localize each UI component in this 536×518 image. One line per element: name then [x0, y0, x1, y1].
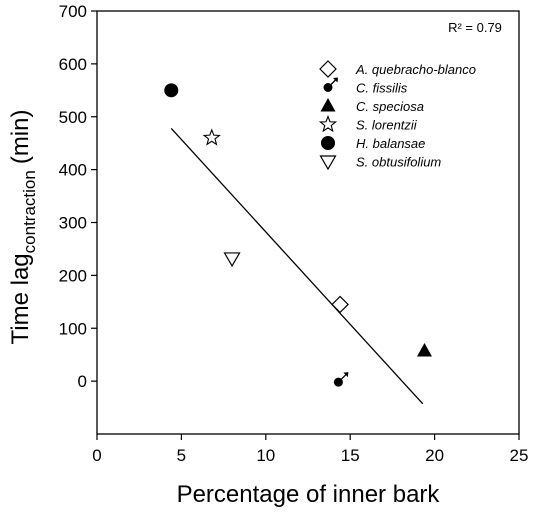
legend-marker [319, 155, 337, 171]
r-squared-annotation: R² = 0.79 [448, 20, 502, 35]
x-tick-label: 25 [510, 446, 529, 465]
data-point [331, 295, 349, 314]
regression-line [170, 127, 424, 405]
regression-line-group [170, 127, 424, 405]
legend-label: S. obtusifolium [356, 155, 441, 170]
triangle-marker [416, 342, 432, 357]
data-points [164, 83, 432, 387]
legend-marker [323, 77, 338, 92]
y-axis-title-main: Time lag [7, 253, 34, 344]
x-axis: 0 5 10 15 20 25 [92, 434, 528, 465]
diamond-marker [331, 295, 349, 314]
star-marker [318, 114, 338, 133]
x-tick-label: 10 [256, 446, 275, 465]
legend-item: H. balansae [321, 136, 425, 151]
male-marker-arrowhead [343, 372, 349, 378]
y-tick-label: 100 [59, 319, 87, 338]
legend-label: S. lorentzii [356, 118, 418, 133]
legend-label: C. speciosa [356, 99, 424, 114]
data-point [416, 342, 432, 357]
y-tick-label: 700 [59, 2, 87, 21]
x-tick-label: 15 [341, 446, 360, 465]
x-axis-title: Percentage of inner bark [177, 481, 441, 508]
male-marker-circle [333, 377, 343, 387]
y-tick-label: 600 [59, 55, 87, 74]
legend-item: A. quebracho-blanco [319, 60, 476, 78]
triangle-down-marker [319, 155, 337, 171]
data-point [333, 372, 349, 387]
y-axis: 0 100 200 300 400 500 600 700 [59, 2, 97, 391]
legend: A. quebracho-blanco C. fissilis C. specios… [318, 60, 476, 171]
legend-item: S. obtusifolium [319, 155, 441, 171]
triangle-down-marker [223, 252, 241, 268]
legend-item: C. fissilis [323, 77, 408, 96]
circle-marker [164, 83, 179, 98]
male-marker-circle [323, 83, 333, 92]
legend-marker [321, 136, 335, 150]
diamond-marker [319, 60, 337, 78]
circle-marker [321, 136, 335, 150]
legend-item: C. speciosa [320, 98, 424, 114]
y-tick-label: 0 [78, 372, 87, 391]
y-axis-title-sub: contraction [20, 170, 39, 253]
x-tick-label: 5 [177, 446, 186, 465]
y-axis-title: Time lagcontraction (min) [7, 110, 39, 345]
y-tick-label: 200 [59, 266, 87, 285]
data-point [202, 128, 221, 146]
x-tick-label: 20 [425, 446, 444, 465]
legend-label: C. fissilis [356, 81, 408, 96]
svg-text:Time lagcontraction(min): Time lagcontraction (min) [7, 110, 39, 345]
male-marker-arrowhead [333, 77, 338, 83]
triangle-marker [320, 98, 336, 112]
legend-marker [319, 60, 337, 78]
data-point [164, 83, 179, 98]
data-point [223, 252, 241, 268]
legend-marker [320, 98, 336, 112]
y-tick-label: 300 [59, 214, 87, 233]
legend-marker [318, 114, 338, 133]
star-marker [202, 128, 221, 146]
legend-label: H. balansae [356, 136, 425, 151]
y-axis-title-unit: (min) [7, 110, 34, 165]
legend-item: S. lorentzii [318, 114, 418, 133]
y-tick-label: 400 [59, 161, 87, 180]
y-tick-label: 500 [59, 108, 87, 127]
legend-label: A. quebracho-blanco [355, 62, 476, 77]
x-tick-label: 0 [92, 446, 101, 465]
